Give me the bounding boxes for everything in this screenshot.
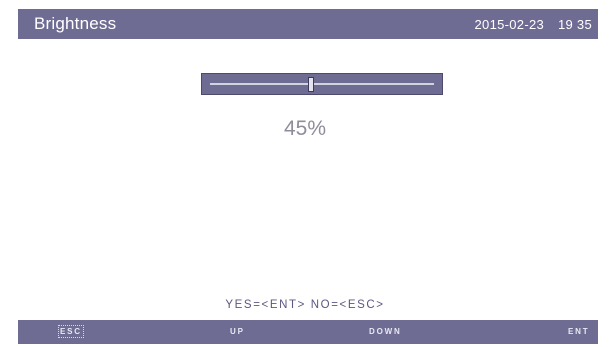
- time-text: 19 35: [557, 17, 592, 32]
- brightness-value: 45%: [283, 117, 327, 140]
- date-text: 2015-02-23: [474, 17, 545, 32]
- confirm-prompt: YES=<ENT> NO=<ESC>: [225, 299, 385, 311]
- down-button[interactable]: DOWN: [369, 327, 402, 336]
- title-bar: Brightness 2015-02-23 19 35: [18, 9, 598, 39]
- slider-thumb[interactable]: [307, 77, 314, 92]
- datetime-display: 2015-02-23 19 35: [475, 17, 592, 32]
- up-button[interactable]: UP: [230, 327, 245, 336]
- esc-button[interactable]: ESC: [58, 325, 84, 338]
- page-title: Brightness: [34, 14, 117, 33]
- ent-button[interactable]: ENT: [568, 327, 590, 336]
- slider-track: [210, 83, 434, 85]
- softkey-bar: ESC UP DOWN ENT: [18, 320, 598, 344]
- brightness-slider[interactable]: [201, 73, 443, 95]
